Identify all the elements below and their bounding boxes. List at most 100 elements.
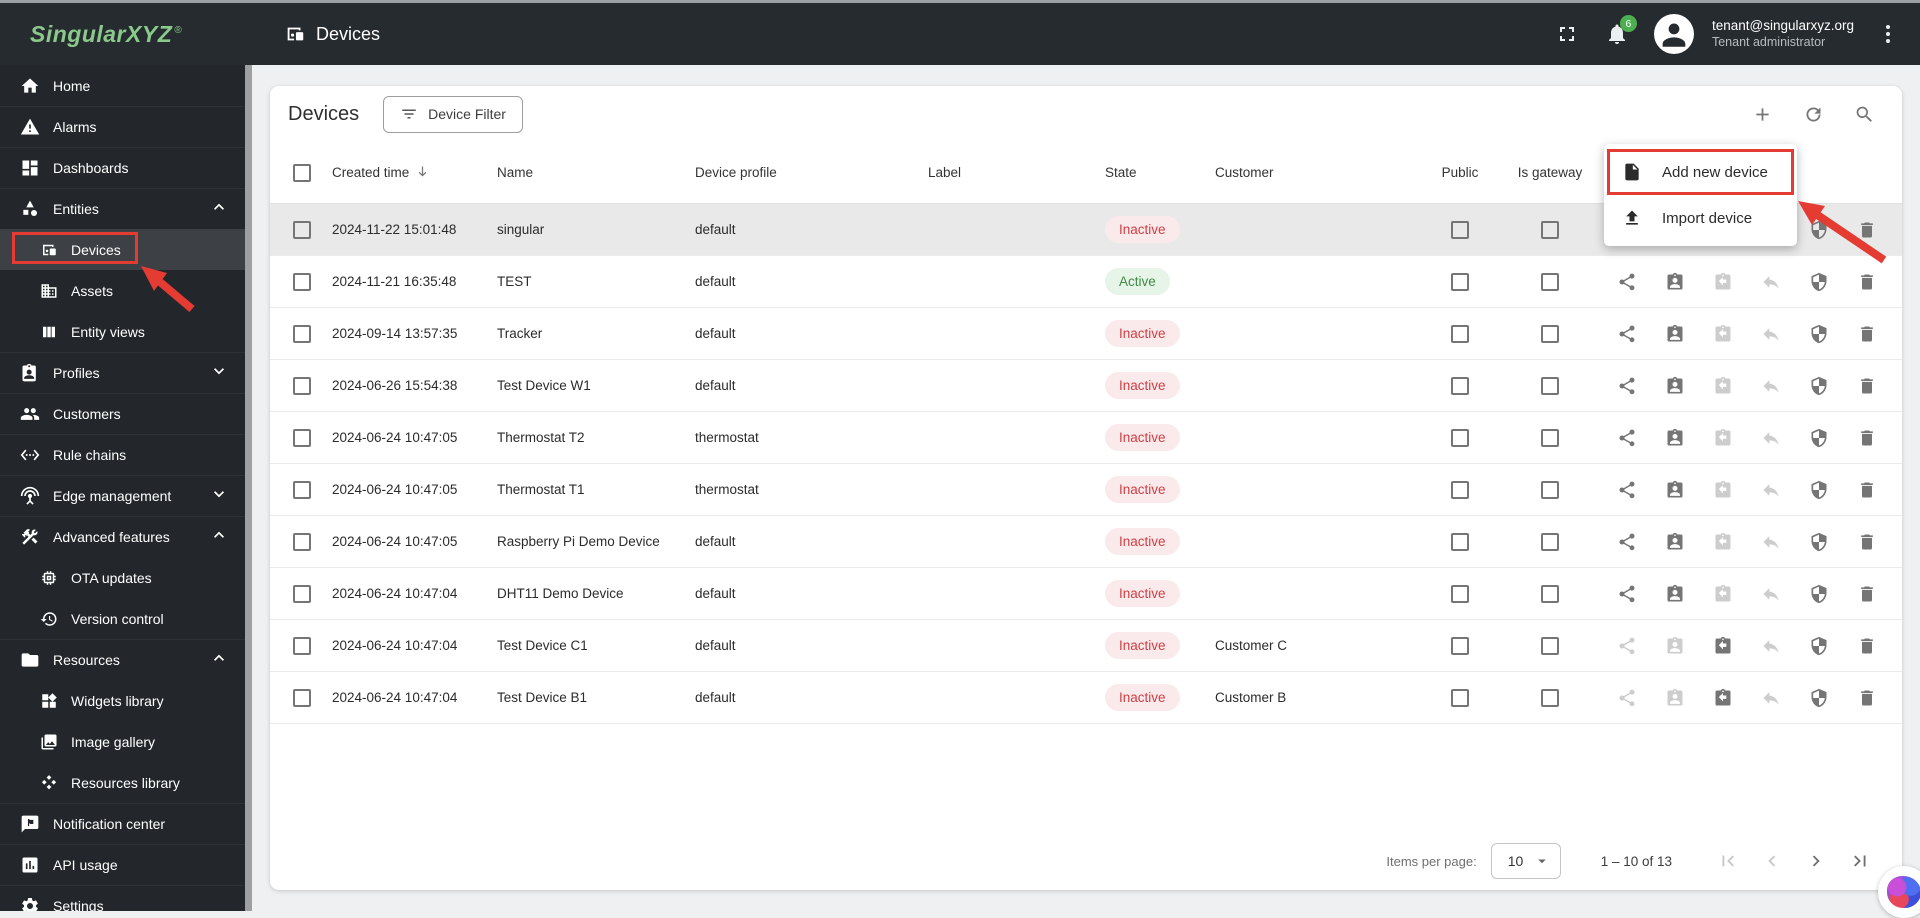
credentials-shield-icon[interactable] [1795, 368, 1843, 404]
unassign-customer-icon[interactable] [1699, 420, 1747, 456]
row-checkbox[interactable] [293, 688, 311, 707]
assistant-extension-badge[interactable] [1878, 866, 1920, 918]
sidebar-item-dashboards[interactable]: Dashboards [0, 147, 245, 188]
delete-icon[interactable] [1843, 420, 1891, 456]
add-icon[interactable] [1750, 102, 1774, 126]
table-row[interactable]: 2024-06-24 10:47:04 Test Device B1 default… [270, 672, 1902, 724]
menu-item-add-new-device[interactable]: Add new device [1604, 149, 1797, 195]
table-row[interactable]: 2024-06-24 10:47:05 Raspberry Pi Demo Dev… [270, 516, 1902, 568]
row-checkbox[interactable] [293, 272, 311, 291]
sidebar-item-entity-views[interactable]: Entity views [0, 311, 245, 352]
column-created-time[interactable]: Created time [332, 164, 497, 182]
make-private-icon[interactable] [1747, 368, 1795, 404]
share-icon[interactable] [1603, 472, 1651, 508]
share-icon[interactable] [1603, 264, 1651, 300]
assign-customer-icon[interactable] [1651, 472, 1699, 508]
unassign-customer-icon[interactable] [1699, 628, 1747, 664]
assign-customer-icon[interactable] [1651, 680, 1699, 716]
column-device-profile[interactable]: Device profile [695, 165, 777, 180]
sidebar-item-ota-updates[interactable]: OTA updates [0, 557, 245, 598]
make-private-icon[interactable] [1747, 420, 1795, 456]
is-gateway-checkbox[interactable] [1541, 584, 1559, 603]
sidebar-scrollbar[interactable] [245, 65, 252, 911]
unassign-customer-icon[interactable] [1699, 264, 1747, 300]
share-icon[interactable] [1603, 680, 1651, 716]
column-customer[interactable]: Customer [1215, 165, 1274, 180]
is-gateway-checkbox[interactable] [1541, 272, 1559, 291]
share-icon[interactable] [1603, 576, 1651, 612]
page-size-select[interactable]: 10 [1490, 843, 1561, 879]
table-row[interactable]: 2024-06-26 15:54:38 Test Device W1 default… [270, 360, 1902, 412]
sidebar-item-profiles[interactable]: Profiles [0, 352, 245, 393]
avatar[interactable] [1653, 14, 1694, 54]
public-checkbox[interactable] [1451, 220, 1469, 239]
unassign-customer-icon[interactable] [1699, 524, 1747, 560]
make-private-icon[interactable] [1747, 316, 1795, 352]
make-private-icon[interactable] [1747, 628, 1795, 664]
delete-icon[interactable] [1843, 524, 1891, 560]
row-checkbox[interactable] [293, 220, 311, 239]
is-gateway-checkbox[interactable] [1541, 324, 1559, 343]
device-filter-button[interactable]: Device Filter [383, 95, 523, 133]
make-private-icon[interactable] [1747, 472, 1795, 508]
is-gateway-checkbox[interactable] [1541, 376, 1559, 395]
prev-page-icon[interactable] [1750, 841, 1794, 881]
unassign-customer-icon[interactable] [1699, 316, 1747, 352]
credentials-shield-icon[interactable] [1795, 576, 1843, 612]
sidebar-item-resources-library[interactable]: Resources library [0, 762, 245, 803]
column-name[interactable]: Name [497, 165, 534, 180]
assign-customer-icon[interactable] [1651, 264, 1699, 300]
refresh-icon[interactable] [1801, 102, 1825, 126]
table-row[interactable]: 2024-06-24 10:47:04 Test Device C1 default… [270, 620, 1902, 672]
public-checkbox[interactable] [1451, 688, 1469, 707]
share-icon[interactable] [1603, 524, 1651, 560]
share-icon[interactable] [1603, 316, 1651, 352]
kebab-menu-icon[interactable] [1878, 21, 1898, 47]
is-gateway-checkbox[interactable] [1541, 428, 1559, 447]
make-private-icon[interactable] [1747, 680, 1795, 716]
public-checkbox[interactable] [1451, 324, 1469, 343]
is-gateway-checkbox[interactable] [1541, 532, 1559, 551]
sidebar-item-home[interactable]: Home [0, 65, 245, 106]
row-checkbox[interactable] [293, 584, 311, 603]
column-public[interactable]: Public [1441, 165, 1479, 180]
make-private-icon[interactable] [1747, 524, 1795, 560]
select-all-checkbox[interactable] [293, 163, 311, 182]
make-private-icon[interactable] [1747, 264, 1795, 300]
share-icon[interactable] [1603, 420, 1651, 456]
sidebar-item-widgets-library[interactable]: Widgets library [0, 680, 245, 721]
is-gateway-checkbox[interactable] [1541, 480, 1559, 499]
share-icon[interactable] [1603, 628, 1651, 664]
assign-customer-icon[interactable] [1651, 420, 1699, 456]
sidebar-item-api-usage[interactable]: API usage [0, 844, 245, 885]
unassign-customer-icon[interactable] [1699, 472, 1747, 508]
next-page-icon[interactable] [1794, 841, 1838, 881]
table-row[interactable]: 2024-11-21 16:35:48 TEST default Active [270, 256, 1902, 308]
bell-icon[interactable]: 6 [1604, 15, 1637, 47]
is-gateway-checkbox[interactable] [1541, 220, 1559, 239]
credentials-shield-icon[interactable] [1795, 524, 1843, 560]
sidebar-item-image-gallery[interactable]: Image gallery [0, 721, 245, 762]
user-block[interactable]: tenant@singularxyz.org Tenant administra… [1712, 18, 1854, 51]
sidebar-item-edge-management[interactable]: Edge management [0, 475, 245, 516]
unassign-customer-icon[interactable] [1699, 680, 1747, 716]
delete-icon[interactable] [1843, 680, 1891, 716]
credentials-shield-icon[interactable] [1795, 316, 1843, 352]
delete-icon[interactable] [1843, 628, 1891, 664]
public-checkbox[interactable] [1451, 272, 1469, 291]
table-row[interactable]: 2024-06-24 10:47:05 Thermostat T1 thermost… [270, 464, 1902, 516]
table-row[interactable]: 2024-06-24 10:47:04 DHT11 Demo Device defa… [270, 568, 1902, 620]
column-state[interactable]: State [1105, 165, 1137, 180]
public-checkbox[interactable] [1451, 584, 1469, 603]
row-checkbox[interactable] [293, 428, 311, 447]
credentials-shield-icon[interactable] [1795, 472, 1843, 508]
sidebar-item-customers[interactable]: Customers [0, 393, 245, 434]
row-checkbox[interactable] [293, 480, 311, 499]
is-gateway-checkbox[interactable] [1541, 688, 1559, 707]
row-checkbox[interactable] [293, 636, 311, 655]
public-checkbox[interactable] [1451, 428, 1469, 447]
column-label[interactable]: Label [928, 165, 962, 180]
row-checkbox[interactable] [293, 376, 311, 395]
column-is-gateway[interactable]: Is gateway [1517, 165, 1583, 180]
logo[interactable]: SingularXYZ ® [0, 3, 252, 65]
